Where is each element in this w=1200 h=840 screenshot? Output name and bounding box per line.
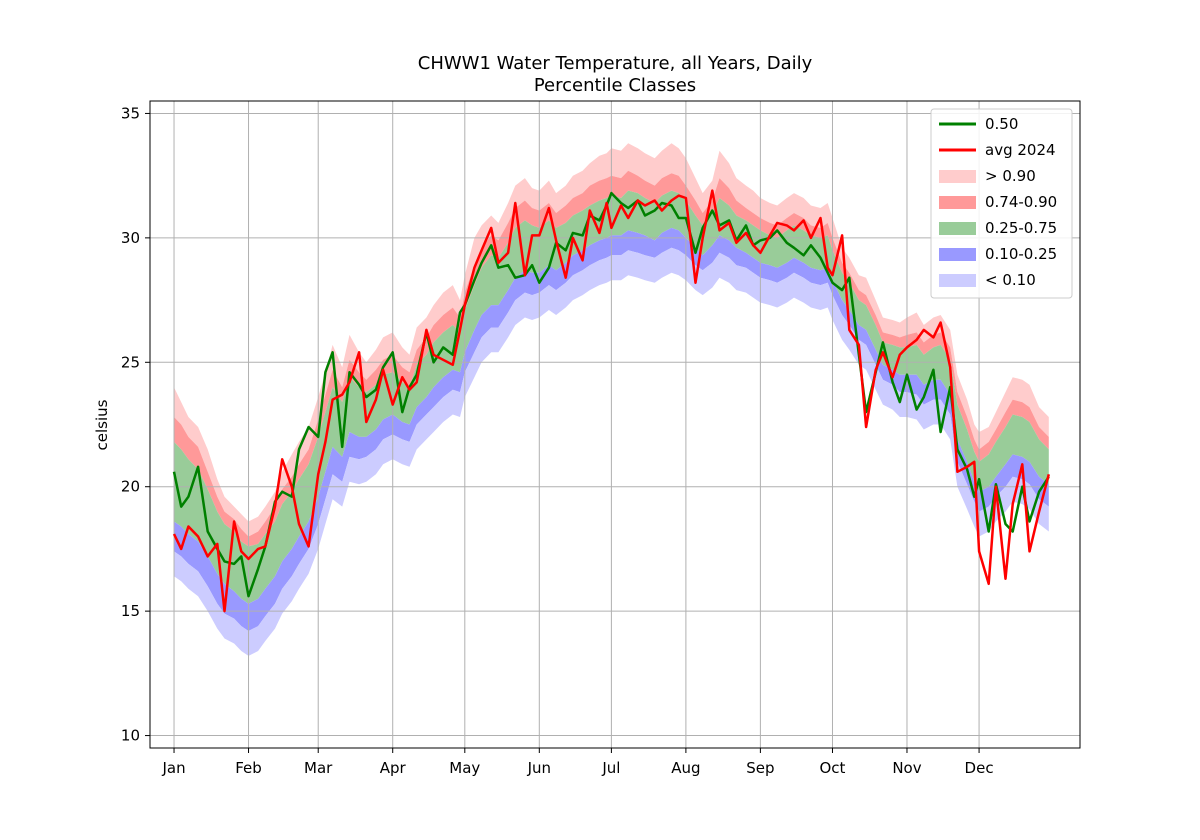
x-tick-label: Apr — [380, 759, 407, 777]
x-tick-label: Sep — [746, 759, 774, 777]
legend-label: 0.10-0.25 — [985, 245, 1057, 263]
legend-swatch — [939, 196, 976, 209]
legend-swatch — [939, 222, 976, 235]
x-tick-label: Feb — [235, 759, 262, 777]
series-lines — [172, 189, 1051, 613]
legend-swatch — [939, 170, 976, 183]
percentile-bands — [174, 143, 1049, 656]
legend-label: avg 2024 — [985, 141, 1056, 159]
legend-label: 0.50 — [985, 115, 1018, 133]
x-tick-label: Mar — [304, 759, 333, 777]
band-above-90 — [174, 143, 1049, 537]
y-tick-label: 30 — [121, 229, 140, 247]
x-tick-label: Aug — [671, 759, 700, 777]
y-tick-label: 20 — [121, 478, 140, 496]
y-axis: 10 15 20 25 30 35 — [121, 104, 150, 745]
legend-label: 0.74-0.90 — [985, 193, 1057, 211]
median-line — [172, 191, 1050, 598]
x-tick-label: Nov — [892, 759, 921, 777]
plot-frame — [149, 100, 1081, 749]
y-axis-label: celsius — [93, 399, 111, 450]
chart-title: CHWW1 Water Temperature, all Years, Dail… — [418, 53, 813, 74]
legend-swatch — [939, 248, 976, 261]
legend: 0.50 avg 2024 > 0.90 0.74-0.90 0.25-0.75 0.10… — [930, 108, 1073, 299]
y-tick-label: 35 — [121, 104, 140, 122]
chart-subtitle: Percentile Classes — [534, 75, 696, 96]
legend-label: < 0.10 — [985, 271, 1036, 289]
y-tick-label: 15 — [121, 602, 140, 620]
legend-swatch — [939, 274, 976, 287]
x-tick-label: Dec — [965, 759, 994, 777]
legend-label: > 0.90 — [985, 167, 1036, 185]
band-25-75 — [174, 190, 1049, 604]
avg-2024-line — [172, 189, 1051, 613]
x-tick-label: Jan — [161, 759, 185, 777]
x-tick-label: Jul — [601, 759, 620, 777]
legend-label: 0.25-0.75 — [985, 219, 1057, 237]
x-tick-label: May — [449, 759, 480, 777]
x-tick-label: Jun — [527, 759, 551, 777]
x-tick-label: Oct — [820, 759, 846, 777]
y-tick-label: 25 — [121, 353, 140, 371]
x-axis: Jan Feb Mar Apr May Jun Jul Aug Sep Oct Nov Dec — [161, 748, 994, 777]
y-tick-label: 10 — [121, 727, 140, 745]
